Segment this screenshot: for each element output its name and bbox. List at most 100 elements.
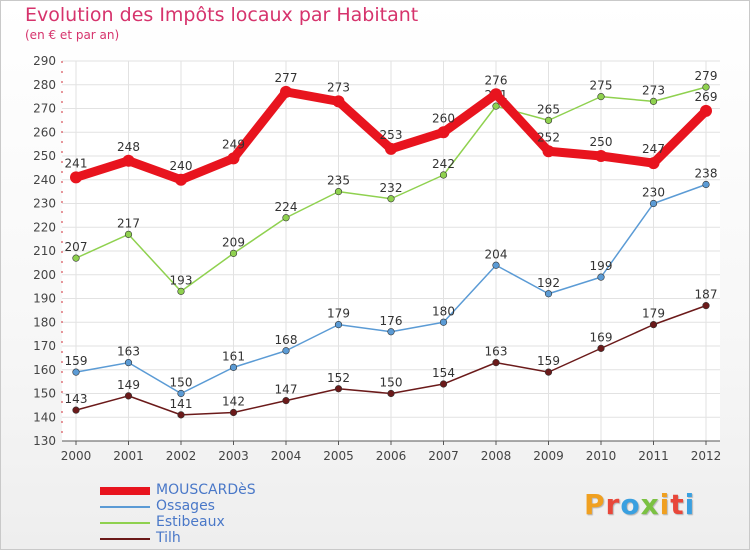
x-tick-label: 2000 — [61, 449, 92, 463]
data-point — [437, 126, 450, 139]
x-tick-label: 2007 — [428, 449, 459, 463]
data-point — [492, 102, 500, 110]
legend-item-ossages: Ossages — [100, 498, 350, 514]
x-tick-label: 2001 — [113, 449, 144, 463]
data-label: 141 — [170, 397, 193, 411]
data-label: 230 — [642, 186, 665, 200]
data-point — [72, 254, 80, 262]
data-label: 273 — [642, 83, 665, 97]
logo-letter: i — [684, 488, 696, 521]
data-point — [492, 261, 500, 269]
x-tick-label: 2012 — [691, 449, 722, 463]
data-point — [385, 142, 397, 155]
data-label: 152 — [327, 371, 350, 385]
data-point — [649, 321, 658, 329]
legend-item-tilh: Tilh — [100, 530, 350, 546]
legend-swatch — [100, 522, 150, 524]
x-tick-label: 2002 — [166, 449, 197, 463]
data-label: 238 — [695, 167, 718, 181]
data-label: 179 — [327, 307, 350, 321]
data-point — [597, 273, 605, 281]
data-label: 217 — [117, 216, 140, 230]
x-tick-label: 2006 — [376, 449, 407, 463]
data-point — [70, 171, 82, 184]
data-point — [229, 249, 238, 257]
legend-item-mouscardes: MOUSCARDèS — [100, 482, 350, 498]
data-label: 269 — [695, 90, 718, 104]
data-point — [544, 290, 553, 298]
data-label: 161 — [222, 349, 245, 363]
data-point — [439, 171, 448, 179]
data-point — [490, 88, 502, 101]
data-point — [124, 359, 133, 367]
legend-item-estibeaux: Estibeaux — [100, 514, 350, 530]
data-point — [387, 195, 395, 203]
data-point — [387, 389, 395, 398]
data-label: 147 — [275, 383, 298, 397]
data-point — [597, 344, 605, 352]
data-label: 260 — [432, 111, 455, 125]
data-label: 235 — [327, 174, 350, 188]
data-label: 163 — [485, 345, 508, 359]
data-point — [700, 104, 712, 117]
data-label: 253 — [380, 128, 403, 142]
data-label: 150 — [170, 376, 193, 390]
data-label: 252 — [537, 130, 560, 144]
data-label: 168 — [275, 333, 298, 347]
proxiti-logo: Proxiti — [584, 488, 695, 521]
data-label: 142 — [222, 395, 245, 409]
data-point — [229, 363, 238, 371]
y-tick-label: 260 — [33, 125, 56, 139]
chart-title: Evolution des Impôts locaux par Habitant — [25, 4, 419, 26]
legend-swatch — [100, 538, 150, 540]
data-point — [72, 406, 80, 414]
y-tick-label: 250 — [33, 149, 56, 163]
data-point — [72, 368, 80, 376]
data-point — [124, 230, 133, 238]
x-tick-label: 2008 — [481, 449, 512, 463]
y-tick-label: 280 — [33, 78, 56, 92]
logo-letter: P — [584, 488, 606, 521]
x-tick-label: 2010 — [586, 449, 617, 463]
y-tick-label: 210 — [33, 244, 56, 258]
x-tick-label: 2011 — [638, 449, 669, 463]
data-label: 204 — [485, 247, 508, 261]
data-label: 176 — [380, 314, 403, 328]
y-tick-label: 240 — [33, 173, 56, 187]
data-label: 192 — [537, 276, 560, 290]
data-point — [177, 287, 185, 295]
data-label: 275 — [590, 79, 613, 93]
data-point — [595, 150, 607, 162]
data-label: 276 — [485, 73, 508, 87]
data-point — [702, 83, 710, 91]
legend-label: Ossages — [156, 498, 215, 514]
data-point — [282, 397, 290, 405]
y-tick-label: 170 — [33, 339, 56, 353]
data-point — [332, 95, 345, 108]
data-label: 179 — [642, 307, 665, 321]
data-point — [282, 214, 290, 222]
data-label: 247 — [642, 142, 665, 156]
data-point — [122, 154, 135, 167]
logo-letter: x — [640, 488, 660, 521]
logo-letter: i — [659, 488, 671, 521]
x-tick-label: 2004 — [271, 449, 302, 463]
data-point — [544, 368, 553, 376]
data-label: 248 — [117, 140, 140, 154]
data-label: 207 — [65, 240, 88, 254]
data-point — [597, 93, 605, 101]
data-point — [702, 302, 710, 310]
legend-swatch — [100, 487, 150, 495]
logo-letter: r — [605, 488, 621, 521]
data-label: 199 — [590, 259, 613, 273]
data-label: 250 — [590, 135, 613, 149]
data-label: 154 — [432, 366, 455, 380]
legend: MOUSCARDèS Ossages Estibeaux Tilh — [100, 482, 350, 546]
data-label: 159 — [537, 354, 560, 368]
data-point — [175, 173, 187, 186]
data-point — [439, 380, 448, 388]
data-point — [229, 408, 238, 417]
data-label: 163 — [117, 345, 140, 359]
x-tick-label: 2009 — [533, 449, 564, 463]
y-tick-label: 190 — [33, 292, 56, 306]
